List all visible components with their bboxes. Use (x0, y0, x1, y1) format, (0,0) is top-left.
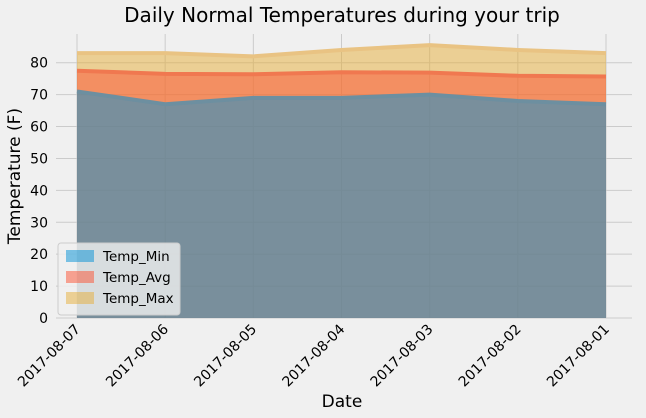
x-axis-label: Date (322, 392, 363, 412)
x-tick-label-2: 2017-08-05 (191, 322, 260, 391)
y-tick-label-5: 50 (30, 151, 48, 167)
x-tick-label-1: 2017-08-06 (103, 321, 172, 390)
line-temp-avg (76, 68, 607, 79)
x-tick-label-5: 2017-08-02 (456, 322, 525, 391)
line-temp-max (77, 43, 607, 59)
legend-label-temp-avg: Temp_Avg (102, 270, 171, 286)
y-tick-labels: 0 10 20 30 40 50 60 70 80 (30, 56, 48, 327)
x-tick-label-3: 2017-08-04 (279, 321, 348, 390)
line-temp-min (76, 89, 607, 107)
legend-label-temp-max: Temp_Max (102, 291, 174, 307)
y-tick-label-1: 10 (30, 279, 48, 295)
legend-label-temp-min: Temp_Min (102, 249, 170, 265)
series-lines (76, 43, 607, 107)
series-areas (77, 45, 606, 319)
y-axis-label: Temperature (F) (5, 108, 25, 245)
x-tick-labels: 2017-08-07 2017-08-06 2017-08-05 2017-08-04… (15, 321, 613, 390)
y-tick-label-0: 0 (39, 311, 48, 327)
y-tick-label-6: 60 (30, 120, 48, 136)
chart-title: Daily Normal Temperatures during your tr… (124, 3, 560, 27)
y-tick-label-8: 80 (30, 56, 48, 72)
x-tick-label-6: 2017-08-01 (544, 322, 613, 391)
legend: Temp_Min Temp_Avg Temp_Max (57, 242, 181, 316)
y-tick-label-4: 40 (30, 183, 48, 199)
y-tick-label-2: 20 (30, 247, 48, 263)
area-temp-min (77, 91, 606, 318)
legend-swatch-temp-max (66, 292, 94, 304)
legend-swatch-temp-min (66, 250, 94, 262)
legend-swatch-temp-avg (66, 271, 94, 283)
y-tick-label-3: 30 (30, 215, 48, 231)
x-tick-label-0: 2017-08-07 (15, 322, 84, 391)
x-tick-label-4: 2017-08-03 (368, 322, 437, 391)
y-tick-label-7: 70 (30, 88, 48, 104)
